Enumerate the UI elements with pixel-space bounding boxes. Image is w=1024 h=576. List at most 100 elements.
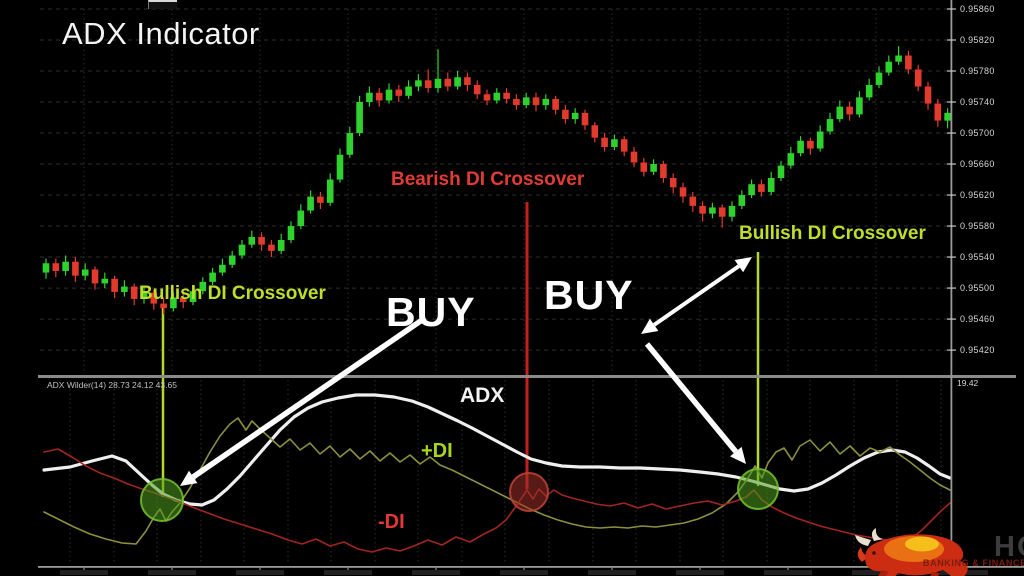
candle [209, 267, 216, 285]
candle [787, 146, 795, 169]
price-axis-label: 0.95700 [960, 128, 995, 139]
candle [748, 179, 755, 199]
candle [611, 134, 618, 151]
candle [777, 160, 785, 182]
price-axis-label: 0.95660 [960, 159, 995, 170]
candle [699, 201, 706, 222]
candle [287, 221, 295, 244]
annotation-bearish-di-crossover: Bearish DI Crossover [391, 169, 585, 190]
candle [640, 157, 648, 177]
candle [924, 81, 932, 110]
candle [552, 95, 559, 115]
price-axis-label: 0.95460 [960, 314, 995, 325]
annotation-arrows [180, 257, 752, 486]
candle [111, 275, 118, 299]
candle [326, 173, 334, 206]
candle [336, 148, 344, 183]
candle [914, 64, 922, 92]
candle [630, 146, 638, 168]
candle [268, 240, 275, 258]
candle [189, 286, 197, 306]
candle [669, 173, 677, 194]
candle [601, 133, 608, 152]
candle [297, 204, 305, 230]
candle [483, 89, 491, 106]
candle [620, 136, 628, 157]
candle [660, 160, 667, 183]
candle [493, 88, 501, 104]
candle [679, 182, 687, 203]
candle [170, 292, 177, 312]
adx-line-label: ADX [460, 384, 505, 407]
time-axis-label-smudge [764, 570, 812, 575]
bullish-crossover-circle-right [737, 468, 779, 510]
time-axis-label-smudge [500, 570, 548, 575]
window-artifact [148, 0, 177, 9]
candle [424, 69, 432, 93]
grid [40, 8, 950, 564]
candle [758, 179, 765, 197]
candle [179, 292, 187, 309]
candle [562, 105, 569, 124]
candlesticks [42, 46, 951, 315]
plus-di-indicator-line [43, 417, 951, 545]
candle [826, 112, 834, 135]
candle [591, 122, 599, 143]
candle [542, 94, 550, 110]
time-axis-label-smudge [148, 570, 196, 575]
time-axis-label-smudge [676, 570, 724, 575]
candle [718, 204, 726, 228]
candle [121, 280, 128, 297]
price-axis-label: 0.95420 [960, 345, 995, 356]
candle [317, 191, 324, 209]
candle [581, 109, 589, 130]
page-title: ADX Indicator [62, 16, 260, 51]
price-axis-label: 0.95540 [960, 252, 995, 263]
candle [375, 88, 383, 107]
candle [405, 80, 412, 99]
price-axis-label: 0.95580 [960, 221, 995, 232]
candle [277, 233, 285, 254]
candle [199, 277, 207, 295]
candle [571, 108, 579, 124]
candle [130, 283, 138, 306]
candle [52, 258, 60, 278]
indicator-info-label: ADX Wilder(14) 28.73 24.12 43.65 [47, 380, 177, 390]
price-axis-label: 0.95620 [960, 190, 995, 201]
candle [464, 72, 471, 92]
price-axis-label: 0.95780 [960, 66, 995, 76]
candle [72, 257, 79, 282]
candle [797, 136, 804, 157]
time-axis-label-smudge [236, 570, 284, 575]
logo-brand-text: HOLS [994, 531, 1024, 563]
candle [473, 80, 481, 99]
candle [885, 55, 893, 76]
candle [689, 191, 697, 213]
candle [895, 46, 902, 65]
candle [944, 108, 951, 129]
bull-logo-icon [855, 528, 968, 576]
candle [415, 74, 422, 92]
price-axis-label: 0.95820 [960, 35, 995, 45]
buy-label-1: BUY [386, 289, 476, 335]
annotation-bullish-di-crossover-right: Bullish DI Crossover [739, 223, 926, 244]
candle [140, 286, 148, 304]
candle [366, 86, 373, 107]
candle [395, 84, 403, 103]
candle [513, 94, 520, 110]
price-axis-label: 0.95860 [960, 4, 995, 14]
buy-label-2: BUY [544, 272, 634, 318]
time-axis-label-smudge [852, 570, 900, 575]
candle [738, 190, 746, 209]
candle [219, 258, 226, 276]
time-axis-label-smudge [412, 570, 460, 575]
candle [62, 255, 69, 276]
time-axis-label-smudge [324, 570, 372, 575]
price-axis-label: 0.95740 [960, 97, 995, 108]
candle [248, 230, 256, 248]
candle [905, 50, 912, 75]
candle [42, 258, 50, 279]
candle [356, 95, 363, 137]
